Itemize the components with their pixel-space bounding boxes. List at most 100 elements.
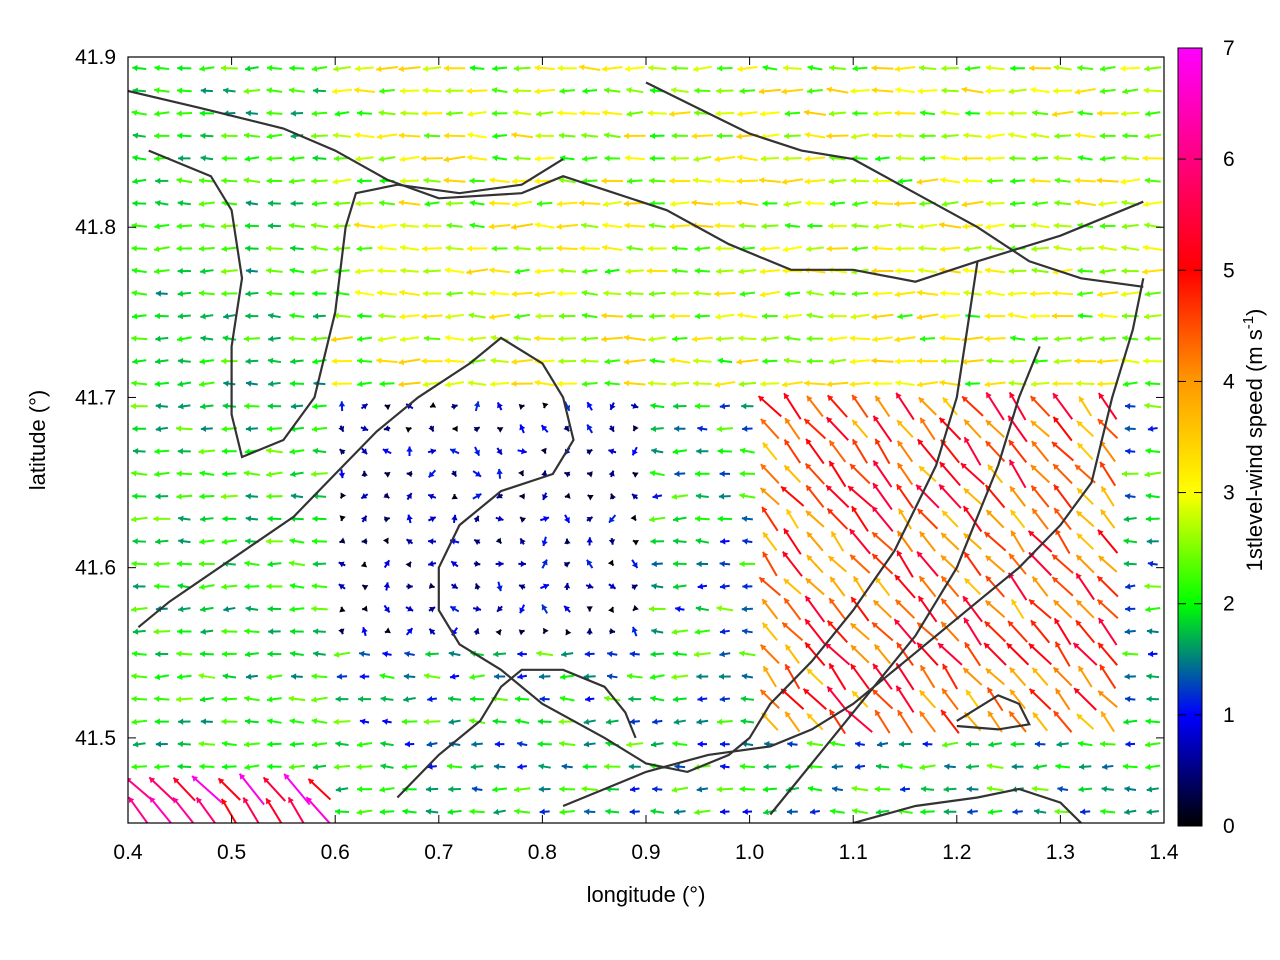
wind-arrow xyxy=(198,290,215,297)
wind-arrow xyxy=(872,482,893,511)
wind-arrow xyxy=(405,538,414,545)
wind-arrow xyxy=(289,380,304,387)
wind-arrow xyxy=(917,595,938,623)
wind-arrow xyxy=(585,582,594,590)
wind-arrow xyxy=(177,380,192,388)
wind-arrow xyxy=(222,402,237,410)
wind-arrow xyxy=(669,312,691,320)
wind-arrow xyxy=(1006,642,1030,666)
wind-arrow xyxy=(199,650,214,658)
wind-arrow xyxy=(1121,267,1139,275)
wind-arrow xyxy=(584,695,595,703)
wind-arrow xyxy=(961,358,984,365)
wind-arrow xyxy=(404,740,415,748)
wind-arrow xyxy=(222,673,237,680)
wind-arrow xyxy=(1077,267,1093,275)
wind-arrow xyxy=(828,662,847,691)
wind-arrow xyxy=(718,673,731,680)
wind-arrow xyxy=(805,510,825,528)
wind-arrow xyxy=(425,650,439,658)
wind-arrow xyxy=(1123,515,1137,523)
wind-arrow xyxy=(1099,65,1116,72)
wind-arrow xyxy=(762,441,778,461)
wind-arrow xyxy=(557,65,577,72)
wind-arrow xyxy=(1120,178,1141,185)
contour-line xyxy=(128,89,1144,283)
wind-arrow xyxy=(556,200,578,208)
wind-arrow xyxy=(871,199,894,207)
wind-arrow xyxy=(154,448,170,455)
wind-arrow xyxy=(406,514,413,524)
wind-arrow xyxy=(245,110,259,117)
wind-arrow xyxy=(132,628,146,635)
wind-arrow xyxy=(382,537,389,544)
wind-arrow xyxy=(1098,244,1118,251)
wind-arrow xyxy=(177,267,191,275)
wind-arrow xyxy=(851,808,868,815)
wind-arrow xyxy=(624,222,646,229)
wind-arrow xyxy=(940,176,961,184)
wind-arrow xyxy=(447,695,462,703)
wind-arrow xyxy=(1028,688,1052,711)
wind-arrow xyxy=(176,177,193,184)
wind-arrow xyxy=(558,740,576,747)
wind-arrow xyxy=(719,560,731,568)
wind-arrow xyxy=(221,357,238,365)
wind-arrow xyxy=(177,763,192,770)
wind-arrow xyxy=(217,777,241,801)
wind-arrow xyxy=(245,245,259,252)
wind-arrow xyxy=(514,718,530,725)
wind-arrow xyxy=(831,763,844,770)
wind-arrow xyxy=(963,551,982,577)
wind-arrow xyxy=(649,673,665,681)
wind-arrow xyxy=(1010,177,1026,185)
wind-arrow xyxy=(339,537,346,544)
wind-arrow xyxy=(425,808,439,815)
wind-arrow xyxy=(132,200,147,207)
wind-arrow xyxy=(200,628,214,635)
wind-arrow xyxy=(198,740,216,748)
wind-arrow xyxy=(177,357,191,365)
wind-arrow xyxy=(783,200,802,208)
wind-arrow xyxy=(985,110,1005,117)
wind-arrow xyxy=(175,696,193,703)
wind-arrow xyxy=(383,582,391,591)
wind-arrow xyxy=(916,289,939,297)
wind-arrow xyxy=(1100,508,1116,529)
wind-arrow xyxy=(1032,109,1049,117)
wind-arrow xyxy=(221,245,238,253)
wind-arrow xyxy=(519,604,526,614)
wind-arrow xyxy=(848,528,871,555)
wind-arrow xyxy=(984,267,1006,274)
wind-arrow xyxy=(758,177,781,184)
colorbar-title-superscript: -1 xyxy=(1240,316,1257,329)
wind-arrow xyxy=(919,710,937,733)
wind-arrow xyxy=(358,695,371,703)
wind-arrow xyxy=(872,599,893,619)
wind-arrow xyxy=(762,200,778,207)
wind-arrow xyxy=(473,560,481,567)
wind-arrow xyxy=(582,87,598,95)
wind-arrow xyxy=(939,379,961,387)
wind-arrow xyxy=(449,448,460,455)
wind-arrow xyxy=(919,763,936,771)
wind-arrow xyxy=(737,65,758,73)
wind-arrow xyxy=(581,312,598,319)
wind-arrow xyxy=(694,515,710,522)
wind-arrow xyxy=(919,132,936,140)
wind-arrow xyxy=(719,695,730,703)
wind-arrow xyxy=(177,313,191,320)
x-tick-label: 0.7 xyxy=(424,841,453,864)
wind-arrow xyxy=(356,335,372,343)
wind-arrow xyxy=(469,199,485,207)
wind-arrow xyxy=(1077,154,1093,162)
wind-arrow xyxy=(672,448,688,455)
wind-arrow xyxy=(1142,155,1163,162)
wind-arrow xyxy=(623,380,646,387)
wind-arrow xyxy=(289,650,304,657)
wind-arrow xyxy=(1097,642,1118,666)
wind-arrow xyxy=(761,222,779,230)
x-tick-label: 1.0 xyxy=(735,841,764,864)
wind-arrow xyxy=(965,380,980,387)
wind-arrow xyxy=(694,628,710,636)
